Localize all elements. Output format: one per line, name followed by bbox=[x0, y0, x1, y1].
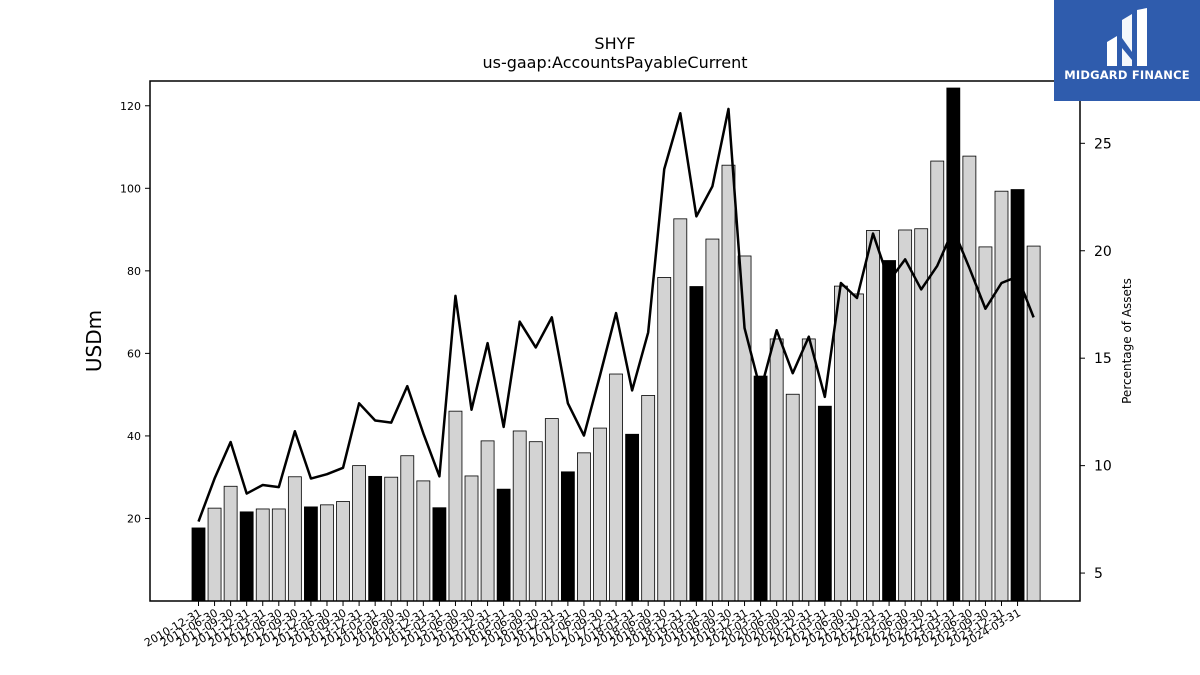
bar bbox=[930, 160, 945, 602]
y-tick-label: 20 bbox=[127, 512, 141, 525]
y-tick-label: 60 bbox=[127, 347, 141, 360]
bar bbox=[287, 476, 302, 602]
bar bbox=[544, 418, 559, 602]
bar bbox=[721, 164, 736, 602]
bar bbox=[512, 430, 527, 602]
bar bbox=[801, 338, 816, 602]
y2-axis-label: Percentage of Assets bbox=[1120, 278, 1134, 404]
bar bbox=[593, 427, 607, 602]
bar bbox=[1026, 245, 1041, 602]
bar bbox=[464, 475, 479, 602]
bar bbox=[304, 506, 318, 602]
bar bbox=[705, 238, 720, 602]
bar bbox=[207, 507, 222, 602]
bar bbox=[320, 504, 334, 602]
bar bbox=[769, 338, 784, 602]
bar bbox=[785, 393, 800, 602]
bar bbox=[834, 285, 848, 602]
line-layer bbox=[197, 107, 1035, 522]
bar bbox=[689, 286, 704, 602]
bar bbox=[368, 475, 383, 602]
bar bbox=[528, 441, 543, 602]
bar bbox=[416, 480, 431, 602]
bar bbox=[352, 465, 367, 602]
y-tick-label: 40 bbox=[127, 430, 141, 443]
bar bbox=[577, 452, 591, 602]
y-axis-label: USDm bbox=[82, 310, 106, 372]
bar bbox=[191, 527, 206, 602]
bar bbox=[480, 440, 495, 602]
bar bbox=[223, 485, 238, 602]
bar bbox=[737, 255, 752, 602]
y2-tick-label: 25 bbox=[1094, 136, 1112, 152]
y2-tick-label: 15 bbox=[1094, 351, 1112, 367]
bar bbox=[882, 260, 896, 602]
bar bbox=[962, 155, 977, 602]
bar bbox=[271, 508, 286, 602]
bar bbox=[625, 433, 640, 602]
bar bbox=[448, 410, 463, 602]
bar bbox=[336, 501, 350, 602]
bar bbox=[400, 455, 415, 602]
bar bbox=[609, 373, 623, 602]
bar bbox=[1010, 189, 1025, 602]
bar bbox=[898, 229, 913, 602]
bar bbox=[255, 508, 270, 602]
brand-name: MIDGARD FINANCE bbox=[1064, 68, 1190, 82]
axes-layer: 204060801001205101520252010-12-312011-06… bbox=[120, 100, 1112, 650]
midgard-logo-icon bbox=[1107, 8, 1147, 66]
bar bbox=[657, 277, 672, 602]
y2-tick-label: 10 bbox=[1094, 459, 1112, 475]
y2-tick-label: 5 bbox=[1094, 566, 1103, 582]
y2-tick-label: 20 bbox=[1094, 244, 1112, 260]
bar bbox=[850, 293, 864, 602]
y-tick-label: 100 bbox=[120, 182, 141, 195]
bar bbox=[866, 229, 880, 602]
y-tick-label: 120 bbox=[120, 100, 141, 113]
bar bbox=[673, 218, 688, 602]
percentage-line bbox=[197, 107, 1035, 522]
bar bbox=[641, 395, 656, 602]
bar bbox=[753, 375, 768, 602]
chart-subtitle: us-gaap:AccountsPayableCurrent bbox=[482, 53, 747, 72]
bar bbox=[817, 405, 832, 602]
bar bbox=[239, 511, 254, 602]
plot-frame bbox=[149, 80, 1081, 602]
bar bbox=[560, 471, 575, 602]
bar bbox=[994, 190, 1009, 602]
bar bbox=[432, 507, 447, 602]
brand-logo: MIDGARD FINANCE bbox=[1054, 0, 1200, 101]
bar bbox=[946, 87, 961, 602]
chart-title: SHYF bbox=[594, 34, 635, 53]
bar bbox=[496, 488, 511, 602]
bar bbox=[384, 476, 399, 602]
y-tick-label: 80 bbox=[127, 265, 141, 278]
bars-layer bbox=[191, 87, 1041, 602]
